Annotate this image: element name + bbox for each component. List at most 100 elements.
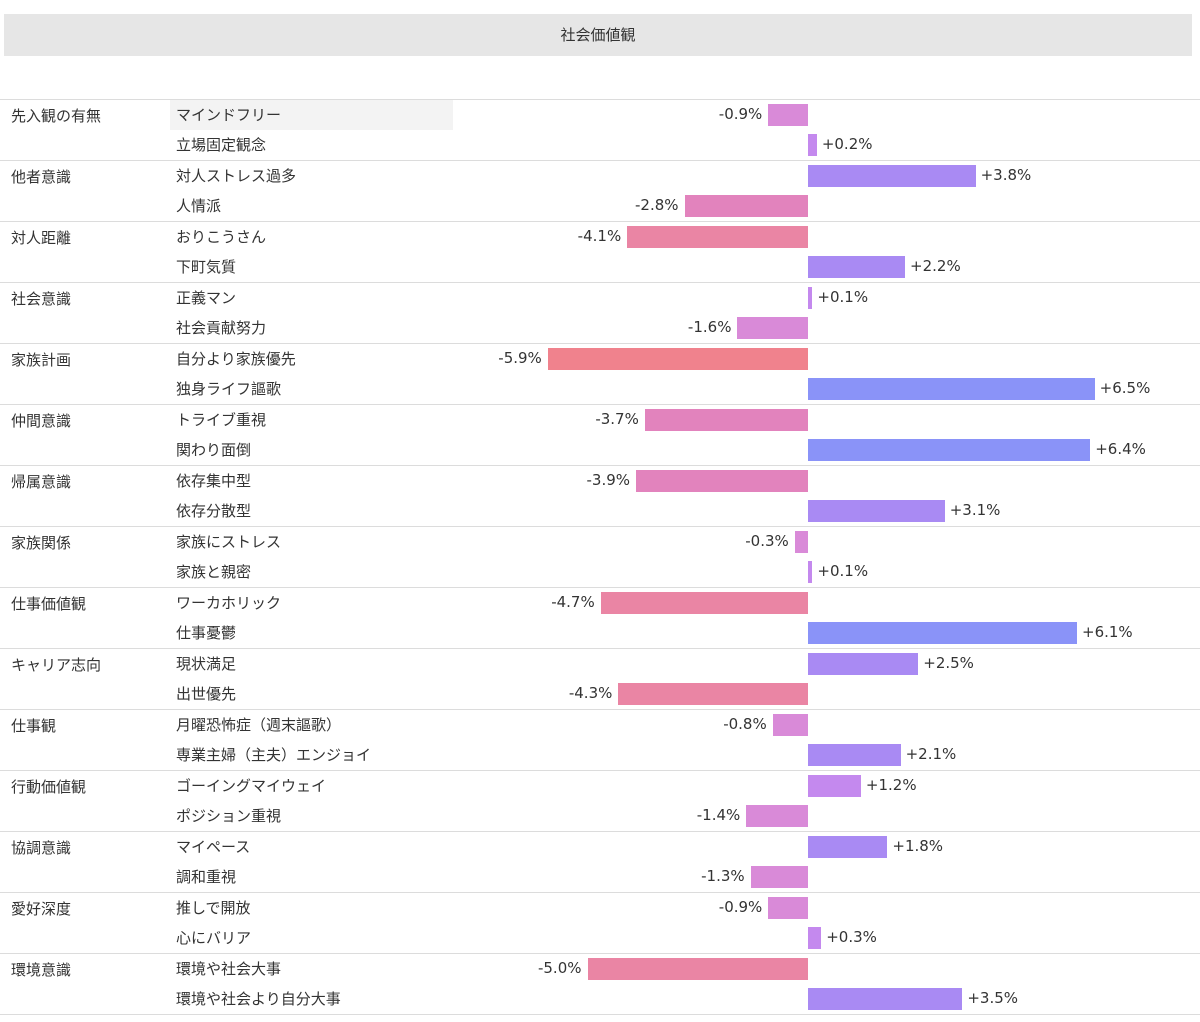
item-row: 仕事憂鬱 +6.1% <box>0 618 1200 648</box>
negative-bar <box>772 714 808 736</box>
item-row: トライブ重視 -3.7% <box>0 405 1200 435</box>
positive-bar <box>808 287 813 309</box>
item-row: 出世優先 -4.3% <box>0 679 1200 709</box>
group-label: 協調意識 <box>11 839 72 857</box>
value-label: +6.1% <box>1082 623 1133 641</box>
value-label: -1.4% <box>696 806 741 824</box>
item-row: 環境や社会より自分大事 +3.5% <box>0 984 1200 1014</box>
value-label: -0.3% <box>745 532 789 550</box>
item-label: ワーカホリック <box>176 594 282 612</box>
item-label: 推しで開放 <box>176 899 251 917</box>
group-label: 他者意識 <box>11 168 72 186</box>
value-label: -1.6% <box>687 318 732 336</box>
group-block: 家族計画 自分より家族優先 -5.9% 独身ライフ謳歌 +6.5% <box>0 343 1200 404</box>
group-label: 仕事価値観 <box>11 595 87 613</box>
diverging-bar-chart: 先入観の有無 マインドフリー -0.9% 立場固定観念 +0.2% 他者意識 対人ストレス過… <box>0 99 1200 1015</box>
negative-bar <box>618 683 808 705</box>
positive-bar <box>808 256 906 278</box>
group-label: 愛好深度 <box>11 900 72 918</box>
item-row: 月曜恐怖症（週末謳歌） -0.8% <box>0 710 1200 740</box>
group-block: 他者意識 対人ストレス過多 +3.8% 人情派 -2.8% <box>0 160 1200 221</box>
item-label: 現状満足 <box>176 655 237 673</box>
negative-bar <box>768 104 808 126</box>
item-label: 依存分散型 <box>176 502 252 520</box>
group-label: 家族関係 <box>11 534 72 552</box>
group-block: 愛好深度 推しで開放 -0.9% 心にバリア +0.3% <box>0 892 1200 953</box>
negative-bar <box>794 531 808 553</box>
positive-bar <box>808 378 1095 400</box>
item-label: 環境や社会より自分大事 <box>176 990 341 1008</box>
negative-bar <box>750 866 808 888</box>
group-block: 仲間意識 トライブ重視 -3.7% 関わり面倒 +6.4% <box>0 404 1200 465</box>
group-label: キャリア志向 <box>11 656 102 674</box>
negative-bar <box>587 958 808 980</box>
item-row: 正義マン +0.1% <box>0 283 1200 313</box>
item-label: 家族と親密 <box>176 563 252 581</box>
value-label: -1.3% <box>701 867 745 885</box>
value-label: +2.1% <box>905 745 957 763</box>
value-label: +6.4% <box>1095 440 1146 458</box>
value-label: -0.8% <box>723 715 767 733</box>
negative-bar <box>627 226 808 248</box>
positive-bar <box>808 988 963 1010</box>
negative-bar <box>644 409 808 431</box>
item-label: 立場固定観念 <box>176 136 267 154</box>
negative-bar <box>746 805 808 827</box>
value-label: -5.0% <box>537 959 582 977</box>
positive-bar <box>808 500 945 522</box>
group-label: 環境意識 <box>11 961 72 979</box>
value-label: -0.9% <box>718 898 763 916</box>
group-block: 社会意識 正義マン +0.1% 社会貢献努力 -1.6% <box>0 282 1200 343</box>
item-label: おりこうさん <box>176 228 267 246</box>
group-label: 仲間意識 <box>11 412 72 430</box>
value-label: +2.5% <box>923 654 974 672</box>
positive-bar <box>808 561 813 583</box>
item-label: ゴーイングマイウェイ <box>176 777 327 795</box>
positive-bar <box>808 134 817 156</box>
item-label: 正義マン <box>176 289 237 307</box>
group-label: 行動価値観 <box>11 778 87 796</box>
value-label: -4.7% <box>551 593 595 611</box>
item-row: 家族にストレス -0.3% <box>0 527 1200 557</box>
item-row: ゴーイングマイウェイ +1.2% <box>0 771 1200 801</box>
group-label: 対人距離 <box>11 229 72 247</box>
item-label: 依存集中型 <box>176 472 252 490</box>
item-label: マイペース <box>176 838 251 856</box>
positive-bar <box>808 439 1091 461</box>
value-label: +1.8% <box>892 837 944 855</box>
item-label: 独身ライフ謳歌 <box>176 380 282 398</box>
item-row: 関わり面倒 +6.4% <box>0 435 1200 465</box>
item-row: 独身ライフ謳歌 +6.5% <box>0 374 1200 404</box>
negative-bar <box>636 470 808 492</box>
value-label: +0.3% <box>826 928 877 946</box>
positive-bar <box>808 165 976 187</box>
item-row: 自分より家族優先 -5.9% <box>0 344 1200 374</box>
positive-bar <box>808 744 901 766</box>
item-row: 人情派 -2.8% <box>0 191 1200 221</box>
group-block: 仕事観 月曜恐怖症（週末謳歌） -0.8% 専業主婦（主夫）エンジョイ +2.1% <box>0 709 1200 770</box>
item-label: 仕事憂鬱 <box>176 624 237 642</box>
value-label: -4.3% <box>568 684 613 702</box>
item-row: 現状満足 +2.5% <box>0 649 1200 679</box>
value-label: -3.7% <box>595 410 639 428</box>
item-label: 自分より家族優先 <box>176 350 296 368</box>
negative-bar <box>600 592 808 614</box>
value-label: +2.2% <box>910 257 961 275</box>
value-label: -3.9% <box>586 471 631 489</box>
item-label: 専業主婦（主夫）エンジョイ <box>176 746 372 764</box>
item-row: 社会貢献努力 -1.6% <box>0 313 1200 343</box>
positive-bar <box>808 927 822 949</box>
value-label: +3.5% <box>967 989 1019 1007</box>
positive-bar <box>808 775 861 797</box>
item-row: 推しで開放 -0.9% <box>0 893 1200 923</box>
item-row: ポジション重視 -1.4% <box>0 801 1200 831</box>
value-label: +3.1% <box>949 501 1001 519</box>
value-label: +0.2% <box>821 135 873 153</box>
value-label: -5.9% <box>498 349 542 367</box>
item-label: 調和重視 <box>176 868 237 886</box>
value-label: +0.1% <box>817 562 869 580</box>
positive-bar <box>808 622 1077 644</box>
item-row: 対人ストレス過多 +3.8% <box>0 161 1200 191</box>
item-row: マインドフリー -0.9% <box>0 100 1200 130</box>
group-block: 仕事価値観 ワーカホリック -4.7% 仕事憂鬱 +6.1% <box>0 587 1200 648</box>
